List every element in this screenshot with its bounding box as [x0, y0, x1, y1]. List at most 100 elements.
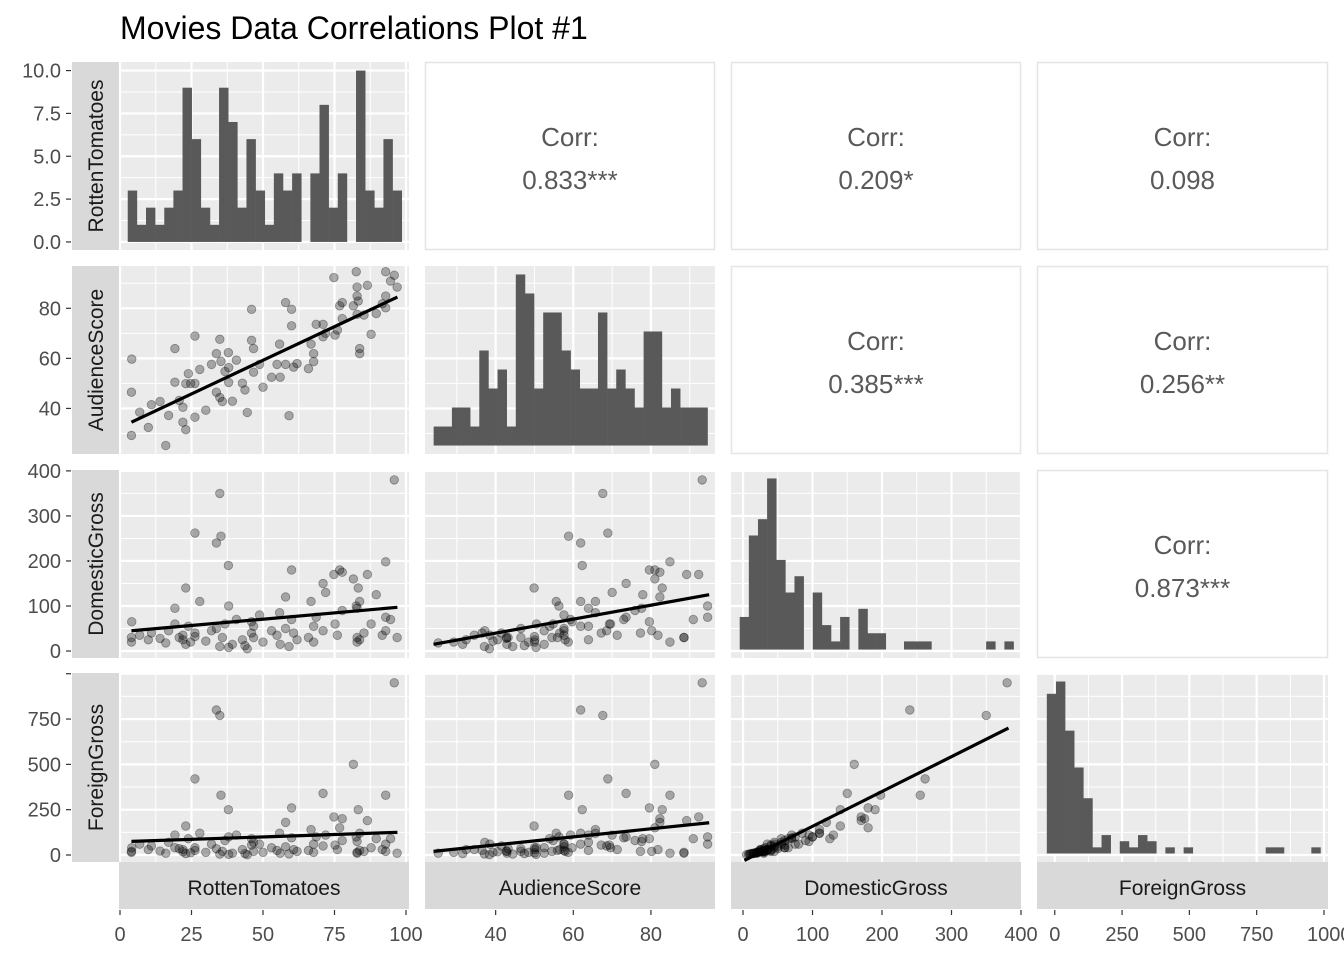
scatter-point	[657, 583, 667, 593]
row-strip-label: RottenTomatoes	[85, 80, 108, 233]
scatter-point	[320, 587, 331, 598]
scatter-point	[334, 823, 345, 833]
scatter-point	[575, 621, 586, 631]
scatter-point	[531, 843, 542, 853]
scatter-point	[306, 339, 316, 349]
scatter-point	[353, 583, 363, 593]
scatter-point	[501, 846, 512, 857]
histogram-bar	[461, 407, 471, 446]
scatter-point	[195, 828, 205, 838]
scatter-point	[559, 839, 569, 849]
scatter-point	[457, 848, 468, 859]
scatter-point	[170, 843, 180, 853]
scatter-point	[380, 612, 391, 622]
scatter-point	[366, 329, 376, 340]
panel-background	[425, 470, 715, 658]
histogram-bar	[643, 331, 654, 446]
histogram-bar	[776, 559, 786, 650]
histogram-bar	[830, 641, 841, 650]
scatter-point	[217, 632, 228, 643]
scatter-point	[679, 632, 689, 643]
scatter-point	[596, 840, 606, 850]
histogram-bar	[1265, 847, 1276, 854]
scatter-point	[127, 354, 137, 364]
panel-ForeignGross-vs-RottenTomatoes	[118, 672, 409, 862]
scatter-point	[560, 846, 570, 857]
histogram-bar	[1004, 641, 1014, 650]
scatter-point	[488, 636, 498, 646]
scatter-point	[508, 849, 518, 859]
scatter-point	[352, 637, 362, 647]
scatter-point	[195, 364, 205, 375]
histogram-bar	[671, 388, 681, 446]
scatter-point	[337, 814, 347, 824]
correlation-panel-background	[1036, 61, 1329, 251]
scatter-point	[529, 843, 540, 853]
y-tick-label: 500	[28, 754, 61, 776]
scatter-point	[583, 603, 594, 613]
scatter-point	[190, 774, 200, 784]
x-tick-label: 75	[323, 924, 345, 946]
regression-line	[130, 295, 399, 424]
histogram-bar	[488, 388, 498, 446]
scatter-point	[143, 422, 154, 433]
scatter-point	[552, 632, 563, 643]
scatter-point	[206, 626, 217, 636]
scatter-point	[352, 632, 362, 643]
scatter-point	[127, 843, 137, 853]
scatter-point	[380, 626, 391, 636]
scatter-point	[280, 817, 291, 828]
scatter-point	[292, 635, 302, 645]
scatter-point	[334, 565, 345, 575]
row-strip-label: DomesticGross	[85, 492, 108, 636]
scatter-point	[635, 628, 646, 638]
scatter-point	[560, 635, 570, 645]
scatter-point	[217, 846, 228, 857]
scatter-point	[258, 382, 268, 392]
scatter-point	[559, 630, 569, 640]
scatter-point	[354, 596, 365, 607]
histogram-bar	[155, 224, 165, 242]
scatter-point	[657, 804, 667, 815]
x-tick-label: 750	[1240, 924, 1273, 946]
histogram-bar	[506, 426, 517, 446]
histogram-bar	[310, 173, 320, 242]
scatter-point	[223, 560, 234, 571]
scatter-point	[190, 331, 200, 341]
correlation-value: 0.209*	[838, 165, 913, 195]
scatter-point	[644, 565, 655, 575]
scatter-point	[223, 362, 234, 373]
scatter-point	[519, 640, 530, 651]
correlation-label: Corr:	[847, 122, 905, 152]
row-strip	[72, 673, 119, 862]
x-tick-label: 0	[737, 924, 748, 946]
histogram-bar	[392, 190, 402, 242]
x-tick-label: 0	[1049, 924, 1060, 946]
histogram-bar	[757, 519, 768, 650]
scatter-point	[274, 339, 285, 349]
scatter-point	[650, 574, 660, 584]
scatter-point	[220, 366, 230, 377]
histogram-bar	[588, 388, 599, 446]
histogram-bar	[479, 350, 489, 446]
histogram-bar	[145, 207, 156, 242]
histogram-bar	[1092, 847, 1102, 854]
scatter-point	[693, 812, 704, 822]
scatter-point	[211, 705, 222, 715]
scatter-point	[814, 828, 825, 838]
histogram-bar	[904, 641, 914, 650]
scatter-point	[155, 396, 165, 407]
scatter-point	[385, 833, 396, 844]
column-strip	[425, 862, 715, 909]
y-tick-label: 0	[50, 845, 61, 867]
scatter-point	[330, 330, 340, 340]
scatter-point	[835, 821, 846, 831]
histogram-bar	[173, 190, 183, 242]
panel-ForeignGross-vs-ForeignGross	[1037, 672, 1328, 862]
histogram-bar	[127, 190, 138, 242]
scatter-point	[636, 836, 647, 847]
column-strip-label: RottenTomatoes	[188, 877, 341, 900]
chart-title: Movies Data Correlations Plot #1	[120, 10, 588, 46]
x-tick-label: 100	[389, 924, 422, 946]
scatter-point	[354, 845, 365, 856]
